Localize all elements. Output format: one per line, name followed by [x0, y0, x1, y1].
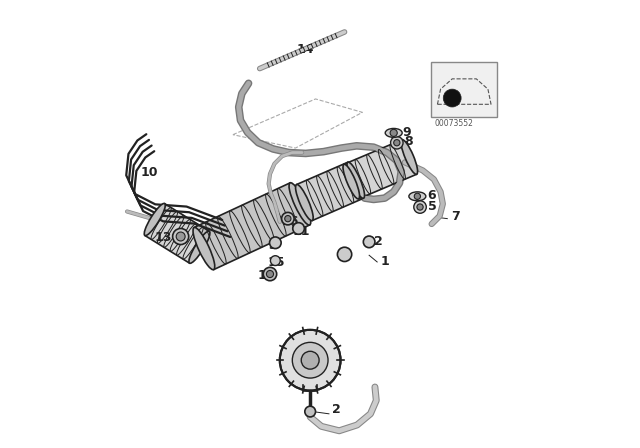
Text: 9: 9: [403, 125, 412, 138]
Circle shape: [176, 232, 185, 241]
Ellipse shape: [189, 231, 210, 263]
Circle shape: [282, 212, 294, 225]
Circle shape: [390, 137, 403, 149]
Circle shape: [269, 237, 281, 249]
Text: 2: 2: [374, 235, 382, 248]
Text: 4: 4: [339, 250, 348, 263]
Ellipse shape: [347, 162, 365, 198]
Text: 16: 16: [282, 215, 300, 228]
Circle shape: [394, 140, 400, 146]
Circle shape: [285, 215, 291, 222]
Circle shape: [444, 89, 461, 107]
Text: 6: 6: [427, 189, 436, 202]
Circle shape: [292, 223, 305, 234]
Circle shape: [417, 204, 423, 210]
Polygon shape: [296, 162, 364, 220]
Circle shape: [292, 342, 328, 378]
Ellipse shape: [401, 140, 418, 174]
Text: 00073552: 00073552: [435, 119, 473, 128]
Ellipse shape: [385, 129, 402, 138]
Ellipse shape: [296, 185, 313, 221]
Text: 8: 8: [404, 135, 413, 148]
Polygon shape: [194, 183, 310, 270]
Polygon shape: [344, 140, 417, 199]
Circle shape: [263, 267, 276, 281]
Text: 3: 3: [269, 239, 277, 252]
Polygon shape: [145, 203, 209, 263]
Circle shape: [390, 129, 397, 137]
Circle shape: [305, 406, 316, 417]
Circle shape: [414, 201, 426, 213]
Circle shape: [301, 351, 319, 369]
Ellipse shape: [343, 164, 360, 199]
Text: 5: 5: [428, 200, 437, 213]
Text: 1: 1: [380, 255, 389, 268]
Text: 2: 2: [332, 403, 340, 416]
Circle shape: [337, 247, 352, 262]
Text: 12: 12: [257, 269, 275, 282]
Text: 10: 10: [140, 166, 158, 179]
Text: 13: 13: [155, 231, 172, 244]
Bar: [431, 62, 497, 117]
Text: 11: 11: [292, 225, 310, 238]
Text: 15: 15: [268, 255, 285, 268]
Circle shape: [280, 330, 340, 391]
Circle shape: [364, 236, 375, 248]
Ellipse shape: [193, 228, 215, 270]
Circle shape: [271, 256, 280, 266]
Circle shape: [173, 228, 189, 245]
Ellipse shape: [289, 183, 311, 225]
Circle shape: [266, 271, 273, 278]
Circle shape: [414, 193, 420, 199]
Text: 14: 14: [296, 43, 314, 56]
Ellipse shape: [144, 203, 165, 236]
Text: 7: 7: [451, 211, 460, 224]
Ellipse shape: [409, 192, 426, 201]
